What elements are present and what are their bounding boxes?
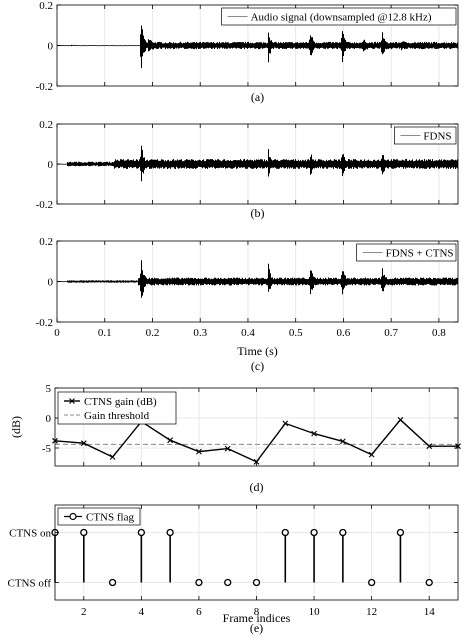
x-tick-label: 0.2 [146,327,160,339]
y-tick-label: -0.2 [36,81,53,93]
legend-box [394,126,457,145]
legend-label-threshold: Gain threshold [84,410,150,422]
x-tick-label: 0.5 [289,327,303,339]
y-tick-label: 0.2 [39,119,53,131]
x-tick-label: 4 [139,606,145,618]
stem-marker [310,528,318,537]
legend-label-flag: CTNS flag [86,512,134,524]
legend-circle-icon [69,512,77,521]
stem-marker [252,578,261,587]
y-tick-label: 0 [48,41,54,53]
stem-marker [195,578,203,587]
x-tick-label: 2 [81,606,87,618]
panel-caption: (e) [250,621,263,635]
gain-point-marker [109,454,116,460]
legend-box [57,507,141,526]
legend-label: FDNS + CTNS [386,248,454,260]
panel-caption: (b) [251,206,265,220]
stem-marker [108,578,117,587]
legend-label: FDNS [423,131,451,143]
legend-box [356,243,457,262]
x-tick-label: 8 [254,606,260,618]
y-tick-label: -0.2 [36,199,53,211]
legend-box [221,7,457,26]
flag-panel-e: CTNS off CTNS on 2 4 6 8 10 12 14 CTNS flag Frame … [8,504,459,635]
x-tick-label: 14 [424,606,436,618]
x-tick-label: 0.3 [193,327,207,339]
x-tick-label: 0.1 [98,327,112,339]
y-tick-label: 0 [48,277,54,289]
y-tick-label: 5 [46,383,52,395]
x-tick-label: 0.4 [241,327,255,339]
x-axis-label: Frame indices [223,611,291,625]
legend-label-gain: CTNS gain (dB) [84,396,157,408]
gain-point-marker [426,443,433,450]
gain-point-marker [282,420,289,427]
gain-panel-d: -5 0 5 CTNS gain (dB) Gain threshold (dB) (d) [9,383,461,494]
y-tick-label: -0.2 [36,317,53,329]
legend-cross-icon [69,398,75,404]
panel-caption: (c) [251,359,264,373]
stem-marker [367,578,376,587]
x-tick-label: 10 [309,606,321,618]
gain-point-marker [311,430,317,437]
stem-marker [224,578,232,587]
waveform-trace [57,260,458,298]
panel-caption: (a) [251,90,264,104]
gain-point-marker [167,437,174,444]
gain-point-marker [397,416,404,423]
gain-point-marker [368,451,375,458]
y-tick-label: CTNS on [9,528,51,540]
gain-point-marker [339,438,346,445]
x-tick-label: 0.8 [432,327,446,339]
legend-box [57,391,177,425]
stem-marker [137,528,146,537]
waveform-panel-a: -0.2 0 0.2 Audio signal (downsampled @12.8 … [36,0,459,104]
y-axis-label: (dB) [9,416,23,438]
stem-marker [425,578,433,587]
gain-point-marker [253,458,260,465]
stem-marker [80,528,88,537]
waveform-trace [57,25,458,69]
y-tick-label: 0 [46,413,52,425]
y-tick-label: 0 [48,159,54,171]
gain-point-marker [80,440,87,447]
y-tick-label: 0.2 [39,236,53,248]
x-tick-label: 12 [366,606,377,618]
stem-marker [281,528,289,537]
gain-point-marker [196,448,202,455]
waveform-panel-b: -0.2 0 0.2 FDNS (b) [36,119,459,220]
x-axis-label: Time (s) [237,344,278,358]
x-tick-label: 6 [196,606,202,618]
panel-caption: (d) [250,480,264,494]
x-tick-label: 0.6 [337,327,351,339]
waveform-trace [57,145,458,182]
x-tick-label: 0.7 [384,327,398,339]
legend-label: Audio signal (downsampled @12.8 kHz) [251,12,432,24]
y-tick-label: 0.2 [39,0,53,12]
x-tick-label: 0 [54,327,60,339]
stem-marker [339,528,347,537]
y-tick-label: CTNS off [8,578,52,590]
gain-point-marker [224,445,231,452]
stem-marker [396,528,405,537]
stem-marker [166,528,174,537]
y-tick-label: -5 [42,443,52,455]
